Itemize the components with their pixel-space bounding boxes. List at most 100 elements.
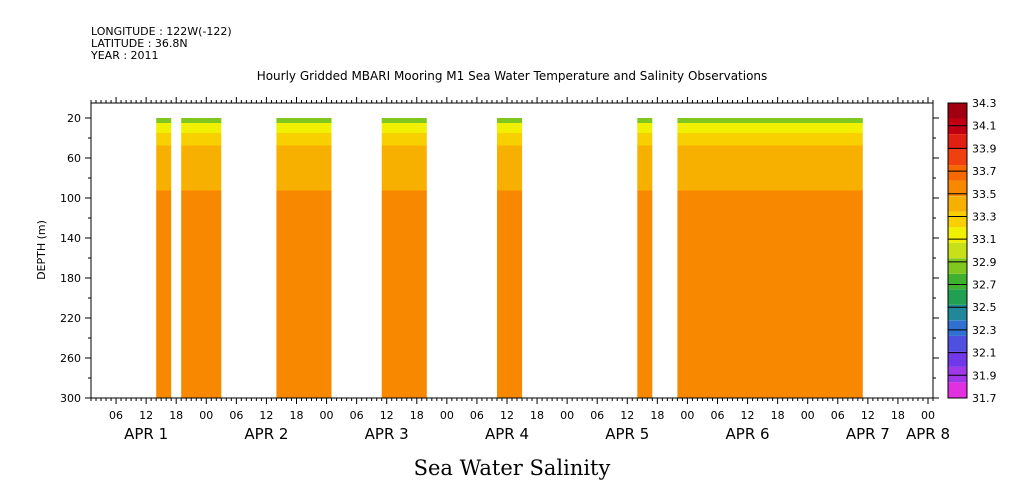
salinity-band	[276, 145, 332, 163]
salinity-band	[181, 190, 222, 223]
salinity-band	[181, 163, 222, 191]
x-tick-label: 06	[229, 409, 243, 422]
salinity-band	[497, 385, 523, 398]
x-tick-label: 00	[801, 409, 815, 422]
x-tick-label: 12	[259, 409, 273, 422]
salinity-band	[381, 145, 427, 163]
salinity-band	[381, 190, 427, 223]
salinity-band	[497, 190, 523, 223]
salinity-band	[181, 385, 222, 398]
colorbar-label: 31.7	[972, 392, 997, 405]
salinity-band	[381, 123, 427, 133]
colorbar-label: 32.1	[972, 347, 997, 360]
x-tick-label: 18	[530, 409, 544, 422]
salinity-band	[637, 163, 653, 191]
colorbar-swatch	[948, 366, 967, 383]
salinity-band	[156, 190, 172, 223]
colorbar-swatch	[948, 118, 967, 134]
salinity-band	[381, 133, 427, 146]
salinity-band	[156, 318, 172, 356]
y-axis-label: DEPTH (m)	[35, 220, 48, 280]
colorbar-label: 34.3	[972, 97, 997, 110]
x-day-label: APR 7	[846, 425, 890, 443]
colorbar-swatch	[948, 180, 967, 197]
x-tick-label: 18	[410, 409, 424, 422]
x-tick-label: 18	[169, 409, 183, 422]
salinity-band	[156, 355, 172, 386]
y-tick-label: 300	[60, 392, 81, 405]
colorbar-swatch	[948, 242, 967, 259]
salinity-band	[677, 318, 863, 356]
y-tick-label: 220	[60, 312, 81, 325]
salinity-band	[156, 123, 172, 133]
salinity-band	[181, 355, 222, 386]
colorbar-label: 32.5	[972, 301, 997, 314]
salinity-band	[181, 223, 222, 268]
salinity-band	[497, 223, 523, 268]
salinity-band	[156, 223, 172, 268]
salinity-band	[381, 268, 427, 318]
salinity-band	[276, 190, 332, 223]
colorbar-label: 34.1	[972, 120, 997, 133]
x-tick-label: 18	[771, 409, 785, 422]
salinity-band	[637, 118, 653, 123]
salinity-band	[381, 385, 427, 398]
salinity-band	[276, 163, 332, 191]
salinity-band	[156, 118, 172, 123]
y-tick-label: 140	[60, 232, 81, 245]
x-tick-label: 12	[620, 409, 634, 422]
salinity-band	[497, 318, 523, 356]
colorbar-swatch	[948, 134, 967, 150]
longitude-label: LONGITUDE : 122W(-122)	[91, 25, 232, 38]
colorbar-label: 31.9	[972, 369, 997, 382]
x-tick-label: 06	[350, 409, 364, 422]
salinity-band	[381, 355, 427, 386]
x-axis-label: Sea Water Salinity	[414, 456, 611, 480]
salinity-band	[181, 145, 222, 163]
data-segment	[181, 118, 222, 398]
x-day-label: APR 5	[605, 425, 649, 443]
salinity-band	[381, 163, 427, 191]
y-tick-label: 100	[60, 192, 81, 205]
year-label: YEAR : 2011	[90, 49, 159, 62]
salinity-band	[381, 223, 427, 268]
x-tick-label: 00	[560, 409, 574, 422]
colorbar-label: 33.1	[972, 233, 997, 246]
salinity-band	[497, 268, 523, 318]
salinity-band	[637, 268, 653, 318]
colorbar-swatch	[948, 165, 967, 181]
salinity-band	[677, 385, 863, 398]
y-tick-label: 180	[60, 272, 81, 285]
salinity-band	[637, 355, 653, 386]
x-day-label: APR 3	[365, 425, 409, 443]
x-tick-label: 06	[831, 409, 845, 422]
salinity-band	[181, 133, 222, 146]
salinity-band	[677, 133, 863, 146]
x-tick-label: 12	[861, 409, 875, 422]
colorbar-swatch	[948, 289, 967, 305]
colorbar-label: 32.7	[972, 279, 997, 292]
colorbar-swatch	[948, 149, 967, 166]
salinity-band	[156, 268, 172, 318]
colorbar-swatch	[948, 196, 967, 212]
salinity-band	[276, 133, 332, 146]
x-tick-label: 00	[440, 409, 454, 422]
x-day-label: APR 1	[124, 425, 168, 443]
salinity-band	[497, 145, 523, 163]
salinity-band	[637, 223, 653, 268]
y-tick-label: 60	[67, 152, 81, 165]
x-tick-label: 18	[891, 409, 905, 422]
salinity-band	[276, 118, 332, 123]
salinity-band	[677, 118, 863, 123]
colorbar-swatch	[948, 335, 967, 352]
x-tick-label: 18	[650, 409, 664, 422]
salinity-band	[276, 385, 332, 398]
colorbar-swatch	[948, 227, 967, 243]
salinity-band	[637, 190, 653, 223]
x-tick-label: 00	[921, 409, 935, 422]
latitude-label: LATITUDE : 36.8N	[91, 37, 188, 50]
salinity-band	[637, 318, 653, 356]
x-tick-label: 00	[199, 409, 213, 422]
colorbar: 31.7 31.9 32.1 32.3 32.5 32.7 32.9 33.1 33.3 33.5…	[947, 97, 997, 405]
salinity-band	[156, 133, 172, 146]
